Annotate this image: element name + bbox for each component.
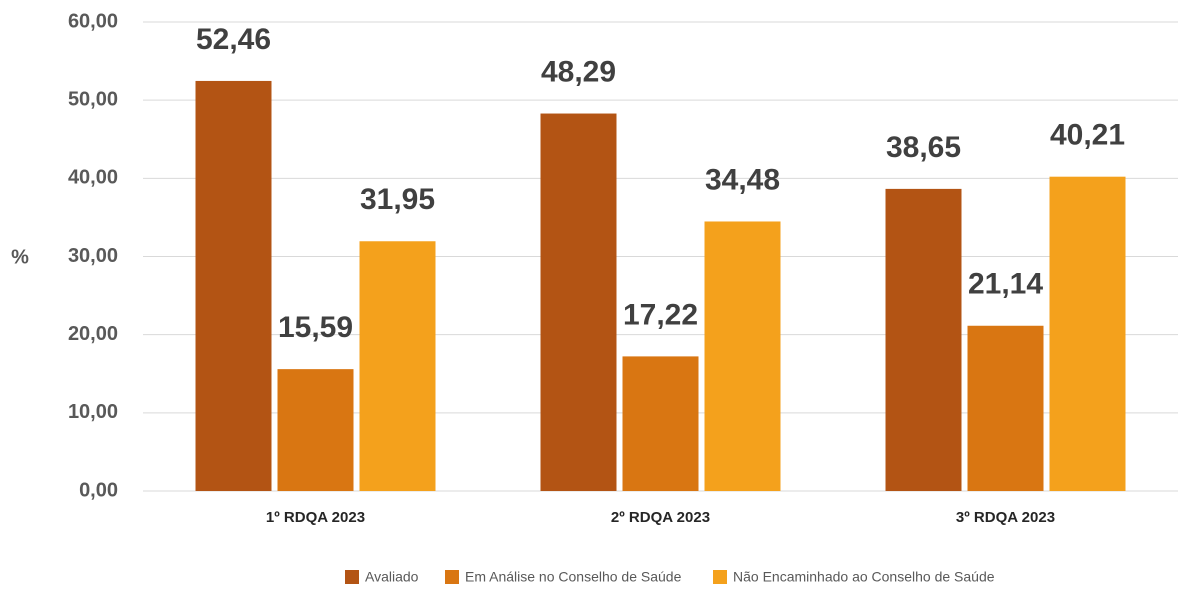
x-tick-label: 3º RDQA 2023 [956,509,1055,526]
value-label: 17,22 [623,298,698,331]
value-label: 38,65 [886,131,961,164]
bar [622,356,699,491]
bar [704,221,781,492]
legend-label: Avaliado [365,569,419,585]
value-label: 48,29 [541,55,616,88]
x-tick-label: 1º RDQA 2023 [266,509,365,526]
y-tick-label: 60,00 [68,10,118,32]
y-tick-label: 50,00 [68,88,118,110]
bar [885,188,962,491]
value-label: 15,59 [278,311,353,344]
legend-swatch [713,570,727,584]
y-tick-label: 30,00 [68,245,118,267]
legend-swatch [345,570,359,584]
bar [1049,176,1126,491]
legend-swatch [445,570,459,584]
bar [195,80,272,491]
legend-label: Não Encaminhado ao Conselho de Saúde [733,569,995,585]
legend-label: Em Análise no Conselho de Saúde [465,569,682,585]
y-tick-label: 20,00 [68,323,118,345]
y-tick-label: 10,00 [68,401,118,423]
bar [359,241,436,491]
bar [967,325,1044,491]
bar [277,369,354,491]
x-tick-label: 2º RDQA 2023 [611,509,710,526]
value-label: 21,14 [968,268,1043,301]
value-label: 34,48 [705,163,780,196]
y-tick-label: 0,00 [79,479,118,501]
y-tick-label: 40,00 [68,167,118,189]
bar [540,113,617,491]
value-label: 40,21 [1050,119,1125,152]
value-label: 31,95 [360,183,435,216]
value-label: 52,46 [196,23,271,56]
y-axis-label: % [11,246,29,268]
